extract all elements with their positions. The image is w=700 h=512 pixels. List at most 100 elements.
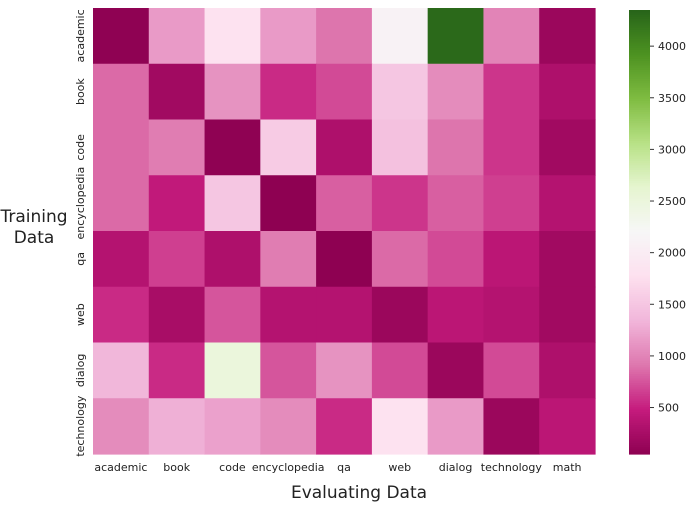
- heatmap-cell-encyclopedia-code: [204, 175, 261, 232]
- colorbar-segment: [629, 143, 650, 147]
- colorbar-segment: [629, 254, 650, 258]
- colorbar-segment: [629, 289, 650, 293]
- colorbar-segment: [629, 58, 650, 62]
- colorbar-segment: [629, 140, 650, 144]
- colorbar-segment: [629, 167, 650, 171]
- heatmap-cell-qa-academic: [93, 231, 150, 288]
- colorbar-tick-label-3000: 3000: [658, 143, 686, 156]
- heatmap-cell-technology-book: [148, 398, 206, 455]
- y-tick-label-technology: technology: [74, 395, 87, 457]
- colorbar-segment: [629, 349, 650, 353]
- colorbar-segment: [629, 16, 650, 20]
- colorbar-segment: [629, 212, 650, 215]
- colorbar-segment: [629, 283, 650, 286]
- colorbar-segment: [629, 160, 650, 164]
- y-tick-labels: academic book code encyclopedia qa web dialog t…: [74, 9, 87, 456]
- colorbar-segment: [629, 429, 650, 433]
- colorbar-segment: [629, 251, 650, 255]
- colorbar-segment: [629, 300, 650, 304]
- heatmap-cell-code-math: [539, 119, 596, 176]
- colorbar-segment: [629, 407, 650, 411]
- colorbar-segment: [629, 400, 650, 404]
- heatmap-cell-code-technology: [483, 119, 540, 176]
- colorbar-segment: [629, 74, 650, 78]
- colorbar-segment: [629, 449, 650, 453]
- x-axis-title: Evaluating Data: [291, 483, 427, 503]
- colorbar-segment: [629, 47, 650, 51]
- colorbar-segment: [629, 325, 650, 329]
- colorbar-segment: [629, 43, 650, 47]
- colorbar-segment: [629, 265, 650, 269]
- colorbar: [629, 10, 650, 455]
- colorbar-segment: [629, 258, 650, 262]
- colorbar-segment: [629, 358, 650, 362]
- colorbar-segment: [629, 174, 650, 178]
- colorbar-segment: [629, 316, 650, 320]
- colorbar-tick-label-2000: 2000: [658, 247, 686, 260]
- colorbar-segment: [629, 238, 650, 242]
- colorbar-tick-label-2500: 2500: [658, 195, 686, 208]
- colorbar-segment: [629, 145, 650, 149]
- y-tick-label-encyclopedia: encyclopedia: [74, 167, 87, 240]
- x-tick-label-book: book: [163, 461, 190, 474]
- heatmap-cell-encyclopedia-web: [371, 175, 429, 232]
- heatmap-cell-dialog-academic: [93, 342, 150, 399]
- colorbar-segment: [629, 354, 650, 357]
- colorbar-segment: [629, 311, 650, 315]
- colorbar-segment: [629, 276, 650, 280]
- heatmap-cell-code-dialog: [427, 119, 485, 176]
- colorbar-segment: [629, 334, 650, 337]
- heatmap-cell-dialog-qa: [316, 342, 373, 399]
- colorbar-segment: [629, 367, 650, 371]
- colorbar-segment: [629, 331, 650, 335]
- colorbar-segment: [629, 232, 650, 235]
- colorbar-segment: [629, 185, 650, 189]
- colorbar-segment: [629, 296, 650, 300]
- colorbar-segment: [629, 89, 650, 93]
- colorbar-segment: [629, 249, 650, 253]
- colorbar-segment: [629, 67, 650, 71]
- colorbar-segment: [629, 207, 650, 211]
- heatmap-cell-web-web: [371, 286, 429, 344]
- x-tick-label-qa: qa: [337, 461, 351, 474]
- colorbar-segment: [629, 427, 650, 431]
- colorbar-segment: [629, 305, 650, 309]
- heatmap-cell-book-academic: [93, 63, 150, 121]
- colorbar-segment: [629, 192, 650, 195]
- colorbar-segment: [629, 274, 650, 277]
- heatmap-cell-academic-dialog: [427, 8, 485, 65]
- x-tick-labels: academic book code encyclopedia qa web dialog t…: [94, 461, 581, 474]
- colorbar-segment: [629, 156, 650, 160]
- colorbar-segment: [629, 414, 650, 417]
- colorbar-segment: [629, 209, 650, 213]
- y-tick-label-dialog: dialog: [74, 354, 87, 388]
- colorbar-segment: [629, 176, 650, 180]
- heatmap-cells: [93, 8, 596, 455]
- colorbar-segment: [629, 87, 650, 91]
- colorbar-segment: [629, 158, 650, 162]
- colorbar-segment: [629, 356, 650, 360]
- colorbar-segment: [629, 27, 650, 31]
- colorbar-segment: [629, 114, 650, 118]
- colorbar-segment: [629, 165, 650, 169]
- colorbar-segment: [629, 447, 650, 451]
- colorbar-segment: [629, 303, 650, 306]
- colorbar-segment: [629, 194, 650, 198]
- colorbar-segment: [629, 431, 650, 435]
- colorbar-segment: [629, 376, 650, 380]
- colorbar-tick-label-1000: 1000: [658, 350, 686, 363]
- colorbar-segment: [629, 105, 650, 109]
- heatmap-cell-book-math: [539, 63, 596, 121]
- colorbar-segment: [629, 63, 650, 67]
- colorbar-segment: [629, 263, 650, 266]
- colorbar-segment: [629, 10, 650, 13]
- colorbar-segment: [629, 200, 650, 204]
- colorbar-segment: [629, 267, 650, 271]
- colorbar-segment: [629, 236, 650, 240]
- colorbar-segment: [629, 187, 650, 191]
- heatmap-cell-academic-code: [204, 8, 261, 65]
- heatmap-cell-encyclopedia-encyclopedia: [260, 175, 317, 232]
- heatmap-cell-web-technology: [483, 286, 540, 344]
- colorbar-tick-label-4000: 4000: [658, 40, 686, 53]
